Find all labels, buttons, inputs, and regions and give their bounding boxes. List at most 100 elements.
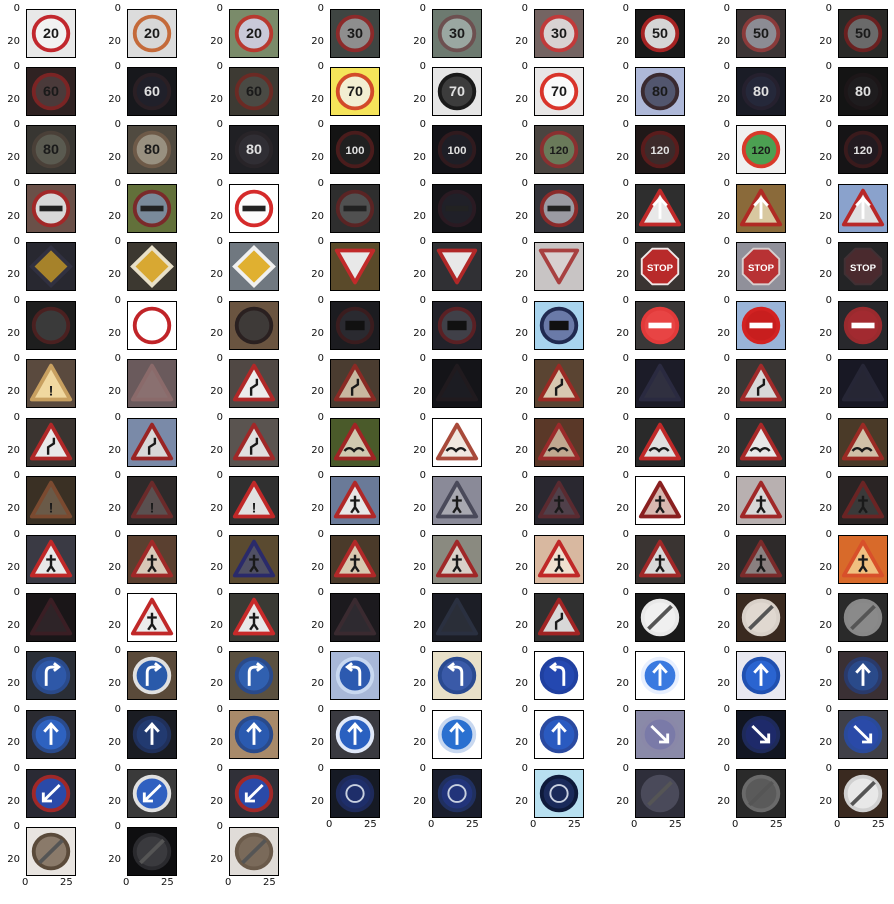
y-tick-label: 20: [311, 94, 324, 105]
dangerous-curve-right-sign-graphic: [435, 363, 479, 402]
subplot-bicycles-crossing: 0 20: [812, 526, 894, 584]
subplot-no-vehicles: 0 20: [203, 292, 303, 350]
y-tick-label: 20: [311, 211, 324, 222]
y-tick-label: 20: [108, 854, 121, 865]
speed-limit-20-sign-shape: [31, 14, 71, 53]
subplot-go-straight-or-left: 0 20: [508, 701, 608, 759]
children-crossing-sign-graphic: [435, 539, 479, 578]
no-trucks-sign-graphic: [335, 306, 375, 345]
bumpy-road-sign-shape: [435, 422, 479, 461]
sign-image: [432, 710, 482, 759]
subplot-roundabout: 0 20 0 25: [508, 760, 608, 830]
yield-sign-shape: [334, 248, 376, 285]
y-tick-label: 20: [616, 562, 629, 573]
y-tick-label: 20: [616, 503, 629, 514]
y-tick-label: 0: [317, 61, 324, 72]
sign-image: [26, 242, 76, 291]
sign-image: [127, 651, 177, 700]
y-tick-label: 0: [723, 763, 730, 774]
sign-image: [838, 769, 888, 818]
priority-road-sign-shape: [29, 245, 73, 288]
priority-road-sign-graphic: [29, 245, 73, 288]
y-tick-label: 20: [108, 503, 121, 514]
y-tick-label: 0: [13, 3, 20, 14]
y-tick-label: 0: [723, 3, 730, 14]
y-tick-label: 0: [317, 3, 324, 14]
y-tick-label: 0: [622, 412, 629, 423]
y-tick-label: 0: [723, 529, 730, 540]
y-tick-label: 0: [419, 295, 426, 306]
road-work-sign-graphic: [739, 480, 783, 519]
sign-image: [736, 535, 786, 584]
subplot-no-trucks: 0 20: [508, 292, 608, 350]
y-tick-label: 20: [311, 678, 324, 689]
sign-image: [127, 242, 177, 291]
turn-left-ahead-sign-symbol: [345, 662, 362, 686]
y-tick-label: 20: [413, 562, 426, 573]
y-tick-label: 20: [616, 328, 629, 339]
subplot-ahead-only: 0 20: [812, 642, 894, 700]
speed-limit-70-sign-symbol: 70: [347, 84, 363, 100]
subplot-bumpy-road: 0 20: [406, 409, 506, 467]
subplot-stop: 0 20 STOP: [609, 233, 709, 291]
end-no-passing-trucks-sign-symbol: [38, 838, 64, 865]
subplot-speed-limit-100: 0 20 100: [304, 116, 404, 174]
speed-limit-30-sign-symbol: 30: [449, 26, 465, 42]
y-tick-label: 20: [819, 796, 832, 807]
x-tick-label: 25: [872, 819, 885, 830]
y-tick-label: 20: [515, 620, 528, 631]
sign-image: [330, 593, 380, 642]
keep-left-sign-graphic: [132, 774, 172, 813]
y-tick-label: 0: [13, 529, 20, 540]
turn-right-ahead-sign-symbol: [145, 662, 162, 686]
subplot-road-narrows: 0 20!: [101, 467, 201, 525]
subplot-dangerous-curve-right: 0 20: [710, 350, 810, 408]
sign-image: [635, 184, 685, 233]
x-tick-label: 25: [770, 819, 783, 830]
sign-image: [26, 535, 76, 584]
y-tick-label: 20: [819, 211, 832, 222]
y-tick-label: 20: [210, 620, 223, 631]
road-narrows-sign-symbol: !: [49, 501, 54, 517]
speed-limit-20-sign-symbol: 20: [43, 26, 59, 42]
traffic-signals-sign-graphic: [29, 539, 73, 578]
speed-limit-20-sign-symbol: 20: [246, 26, 262, 42]
wild-animals-sign-symbol: [249, 612, 259, 631]
y-tick-label: 0: [13, 412, 20, 423]
speed-limit-80-sign-graphic: 80: [132, 130, 172, 169]
y-tick-label: 0: [825, 353, 832, 364]
go-straight-or-left-sign-graphic: [539, 715, 579, 754]
y-tick-label: 0: [419, 353, 426, 364]
sign-image: STOP: [736, 242, 786, 291]
children-crossing-sign-symbol: [655, 554, 665, 573]
speed-limit-80-sign-shape: [132, 130, 172, 169]
sign-image: 120: [635, 125, 685, 174]
y-tick-label: 20: [515, 678, 528, 689]
subplot-keep-right: 0 20: [710, 701, 810, 759]
dangerous-curve-left-sign-graphic: [333, 363, 377, 402]
double-curve-sign-symbol: [147, 437, 157, 455]
x-tick-label: 0: [326, 819, 333, 830]
speed-limit-60-sign-symbol: 60: [246, 84, 262, 100]
children-crossing-sign-graphic: [537, 539, 581, 578]
y-tick-label: 0: [114, 61, 121, 72]
y-tick-label: 0: [317, 119, 324, 130]
y-tick-label: 20: [7, 328, 20, 339]
subplot-ahead-only: 0 20: [609, 642, 709, 700]
no-entry-sign-symbol: [648, 322, 672, 329]
y-tick-label: 0: [825, 178, 832, 189]
road-work-sign-graphic: [537, 480, 581, 519]
y-tick-label: 0: [114, 704, 121, 715]
yield-sign-graphic: [436, 248, 478, 285]
ahead-only-sign-symbol: [549, 662, 566, 686]
speed-limit-70-sign-shape: [539, 72, 579, 111]
no-trucks-sign-graphic: [437, 306, 477, 345]
subplot-dangerous-curve-right: 0 20: [508, 350, 608, 408]
sign-image: 80: [229, 125, 279, 174]
sign-image: [229, 593, 279, 642]
bicycles-crossing-sign-symbol: [858, 554, 868, 573]
y-tick-label: 20: [515, 503, 528, 514]
y-tick-label: 0: [114, 470, 121, 481]
stop-sign-shape: [640, 247, 680, 286]
dangerous-curve-right-sign-shape: [537, 363, 581, 402]
